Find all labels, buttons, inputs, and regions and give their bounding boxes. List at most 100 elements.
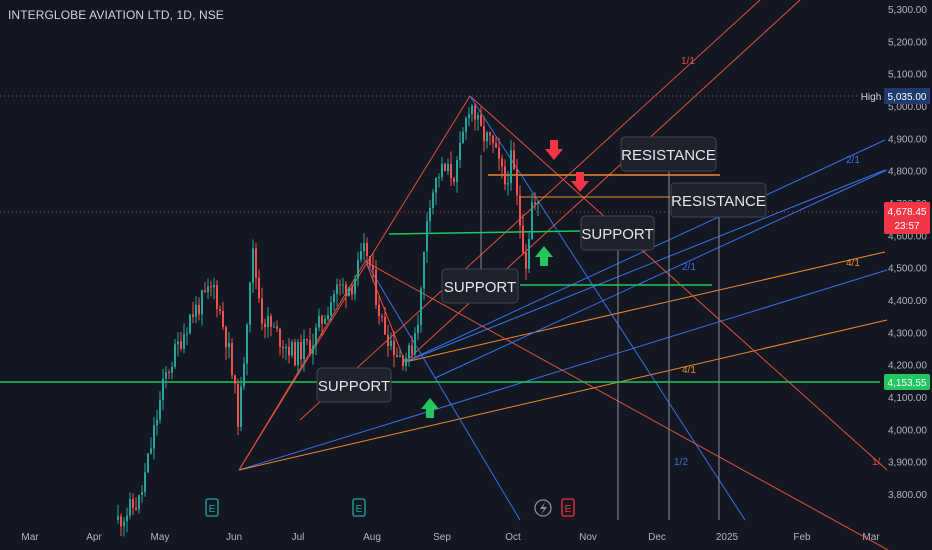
candle-body: [537, 202, 539, 204]
candle-body: [204, 290, 206, 292]
candle-body: [132, 499, 134, 508]
candle-body: [501, 158, 503, 167]
earnings-icon: [561, 498, 575, 517]
candle-body: [237, 383, 239, 427]
candle-body: [360, 251, 362, 260]
earnings-icon: [205, 498, 219, 517]
candle-body: [309, 340, 311, 354]
gann-ratio-label: 1/: [872, 457, 881, 468]
time-tick-label: 2025: [716, 532, 739, 543]
candle-body: [507, 183, 509, 185]
candle-body: [249, 282, 251, 325]
candle-body: [150, 448, 152, 454]
gann-fan-line: [299, 0, 761, 421]
candle-body: [141, 491, 143, 495]
candle-body: [321, 315, 323, 324]
candle-body: [156, 419, 158, 426]
candle-body: [462, 132, 464, 143]
candle-body: [492, 135, 494, 144]
candle-body: [159, 399, 161, 420]
candle-body: [432, 192, 434, 208]
candle-body: [393, 340, 395, 356]
gann-fan-line: [238, 319, 888, 471]
time-tick-label: Mar: [862, 532, 880, 543]
chart-title: INTERGLOBE AVIATION LTD, 1D, NSE: [8, 8, 224, 22]
candle-body: [354, 278, 356, 295]
candle-body: [153, 425, 155, 449]
price-tick-label: 4,500.00: [888, 264, 927, 275]
candle-body: [351, 287, 353, 295]
annotation-label: RESISTANCE: [621, 147, 716, 164]
dividend-lightning-icon: [534, 499, 552, 517]
candle-body: [357, 259, 359, 279]
green-up-arrow: [421, 398, 439, 418]
candle-body: [270, 316, 272, 327]
annotation-resistance: RESISTANCE: [620, 136, 717, 172]
price-tick-label: 4,300.00: [888, 328, 927, 339]
time-tick-label: Jul: [292, 532, 305, 543]
time-tick-label: Nov: [579, 532, 597, 543]
high-price-label: High 5,035.00: [858, 88, 930, 104]
candle-body: [441, 163, 443, 177]
time-tick-label: Jun: [226, 532, 242, 543]
gann-fan-line: [365, 261, 521, 521]
candle-body: [339, 284, 341, 286]
price-tick-label: 5,100.00: [888, 70, 927, 81]
annotation-box: [620, 136, 717, 172]
annotation-label: SUPPORT: [318, 378, 390, 395]
price-tick-label: 5,000.00: [888, 102, 927, 113]
gann-ratio-label: 4/1: [846, 258, 860, 269]
candle-body: [276, 326, 278, 329]
candle-body: [456, 159, 458, 182]
candle-body: [498, 147, 500, 159]
candle-body: [336, 284, 338, 295]
candle-body: [171, 366, 173, 373]
candle-body: [120, 516, 122, 527]
countdown-timer: 23:57: [894, 221, 919, 232]
price-tick-label: 4,600.00: [888, 231, 927, 242]
candle-body: [489, 132, 491, 136]
red-down-arrow: [571, 172, 589, 192]
time-tick-label: Dec: [648, 532, 666, 543]
candle-body: [327, 315, 329, 320]
candle-body: [333, 294, 335, 303]
candle-body: [297, 342, 299, 366]
support-price-bg: [884, 374, 930, 390]
candle-body: [402, 355, 404, 366]
candle-body: [414, 333, 416, 354]
candle-body: [243, 363, 245, 387]
price-tick-label: 5,200.00: [888, 37, 927, 48]
candle-body: [225, 326, 227, 348]
candle-body: [306, 338, 308, 341]
candle-body: [411, 345, 413, 354]
candle-body: [474, 105, 476, 120]
annotation-label: SUPPORT: [444, 279, 516, 296]
candle-body: [198, 304, 200, 315]
candle-body: [420, 288, 422, 326]
candle-body: [207, 286, 209, 292]
gann-ratio-label: 1/1: [681, 56, 695, 67]
gann-fan-line: [434, 169, 888, 379]
candle-body: [534, 202, 536, 204]
candle-body: [186, 333, 188, 335]
candle-body: [273, 326, 275, 328]
candle-body: [216, 285, 218, 309]
time-tick-label: Mar: [21, 532, 39, 543]
annotation-support: SUPPORT: [441, 268, 519, 304]
candle-body: [450, 163, 452, 179]
candle-body: [468, 114, 470, 119]
candle-body: [486, 132, 488, 142]
candle-body: [279, 328, 281, 347]
annotation-label: SUPPORT: [581, 226, 653, 243]
candle-body: [267, 316, 269, 328]
time-axis: Mar Apr May Jun Jul Aug Sep Oct Nov Dec 2025 Feb Mar: [21, 532, 880, 543]
annotation-box: [316, 367, 392, 403]
earnings-icon-label: E: [209, 504, 216, 515]
green-up-arrow: [535, 246, 553, 266]
time-tick-label: Oct: [505, 532, 521, 543]
price-tick-label: 5,300.00: [888, 5, 927, 16]
price-tick-label: 3,900.00: [888, 458, 927, 469]
candle-body: [519, 195, 521, 226]
